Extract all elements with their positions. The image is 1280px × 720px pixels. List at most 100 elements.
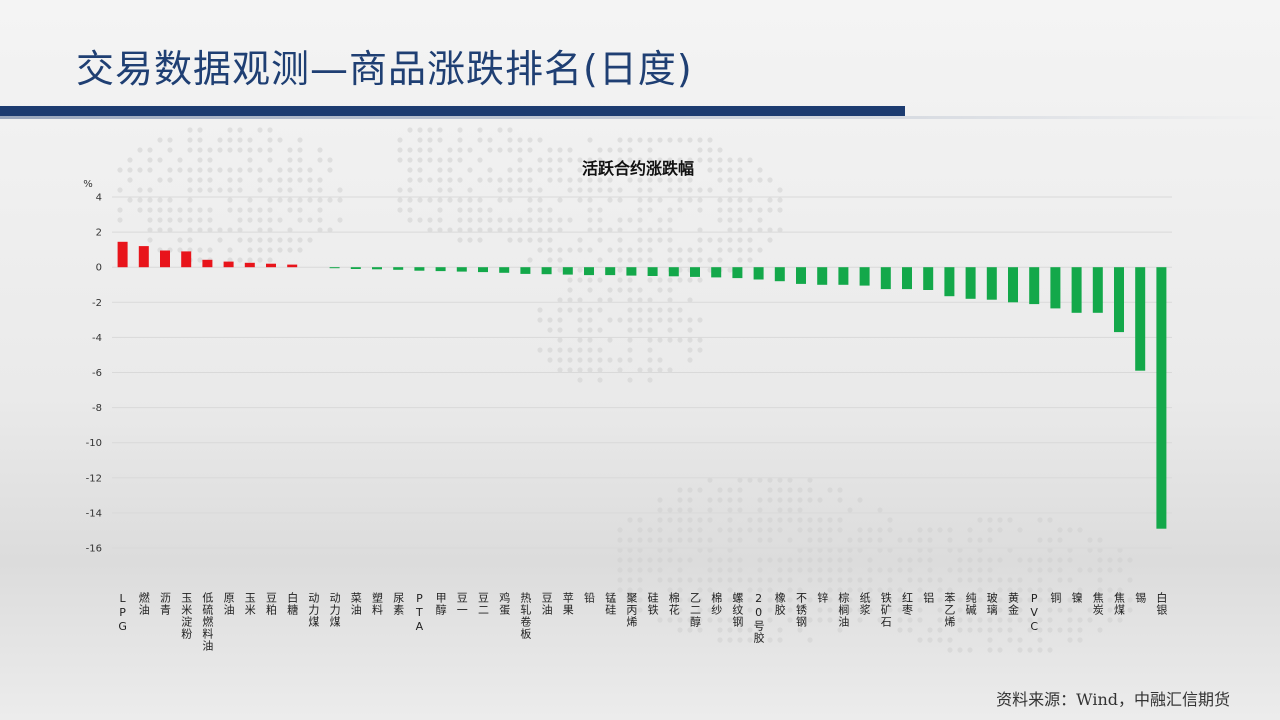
x-category-label: 棉纱: [710, 591, 723, 616]
x-category-label: PVC: [1028, 592, 1041, 634]
bar: [1050, 267, 1061, 309]
y-tick-label: -16: [86, 544, 102, 555]
x-category-label: 动力煤: [328, 592, 341, 628]
bar: [1135, 267, 1146, 371]
bar: [456, 267, 467, 272]
bar: [541, 267, 552, 275]
bar: [817, 267, 828, 285]
x-category-label: 玉米: [243, 592, 256, 616]
bar: [181, 251, 192, 268]
bar: [1008, 267, 1018, 303]
bar: [244, 262, 255, 268]
x-category-label: 热轧卷板: [519, 592, 532, 640]
bar: [965, 267, 976, 299]
x-category-label: 菜油: [349, 592, 362, 616]
title-bar: [0, 106, 905, 116]
bar: [499, 267, 510, 273]
y-tick-label: -12: [86, 473, 102, 484]
bar: [711, 267, 722, 278]
x-category-label: 镍: [1070, 591, 1083, 604]
slide-title: 交易数据观测—商品涨跌排名(日度): [76, 47, 693, 91]
x-category-label: 乙二醇: [689, 592, 702, 628]
x-category-label: 低硫燃料油: [201, 592, 214, 652]
bar: [838, 267, 849, 285]
y-tick-label: -14: [86, 508, 102, 519]
x-category-label: 不锈钢: [795, 592, 808, 628]
bar: [753, 267, 764, 280]
bar: [1156, 267, 1167, 529]
x-category-label: PTA: [413, 592, 426, 634]
y-tick-label: 2: [96, 228, 102, 239]
y-tick-label: -6: [92, 368, 102, 379]
bar: [774, 267, 785, 282]
bar: [944, 267, 955, 297]
bar: [584, 267, 594, 276]
source-note: 资料来源：Wind，中融汇信期货: [996, 690, 1230, 709]
x-category-label: 白糖: [286, 591, 299, 616]
x-category-label: 沥青: [159, 592, 172, 616]
bar: [859, 267, 870, 286]
x-category-label: 红枣: [901, 592, 914, 616]
x-category-label: 纯碱: [964, 592, 977, 616]
x-category-label: 棕榈油: [837, 591, 850, 628]
bar: [393, 267, 404, 270]
bar: [1114, 267, 1124, 333]
x-category-label: 动力煤: [307, 592, 320, 628]
x-category-label: 焦煤: [1113, 592, 1126, 616]
y-tick-label: -4: [92, 333, 102, 344]
x-category-label: 鸡蛋: [498, 591, 511, 616]
bar: [562, 267, 573, 275]
x-category-label: 燃油: [137, 591, 150, 616]
bar: [372, 267, 382, 270]
bar: [647, 267, 658, 276]
x-category-label: 铜: [1049, 591, 1062, 604]
x-category-label: 豆二: [477, 592, 490, 616]
x-category-label: 玻璃: [985, 592, 998, 616]
bar: [626, 267, 637, 276]
bar: [796, 267, 806, 284]
x-category-label: 聚丙烯: [625, 592, 638, 628]
bar: [160, 250, 170, 268]
bar: [287, 264, 298, 268]
x-category-label: 20号胶: [752, 592, 765, 644]
y-tick-label: -10: [86, 438, 102, 449]
bar: [329, 267, 340, 269]
bar: [880, 267, 891, 290]
y-tick-label: -2: [92, 298, 102, 309]
bar: [117, 241, 128, 268]
bar: [478, 267, 488, 273]
bar: [138, 246, 149, 268]
x-category-label: LPG: [116, 592, 129, 634]
bar: [668, 267, 679, 277]
x-category-label: 橡胶: [773, 592, 786, 616]
x-category-label: 豆粕: [265, 592, 278, 616]
x-category-label: 铅: [583, 591, 596, 604]
x-category-label: 豆一: [455, 592, 468, 616]
x-category-label: 焦炭: [1091, 592, 1104, 616]
x-category-label: 铁矿石: [879, 592, 892, 628]
bar: [1071, 267, 1082, 313]
chart-title: 活跃合约涨跌幅: [582, 159, 694, 178]
bar: [690, 267, 700, 277]
x-category-label: 尿素: [392, 592, 405, 616]
bar: [266, 263, 276, 268]
x-category-label: 甲醇: [434, 592, 447, 616]
y-axis-unit: %: [83, 179, 93, 190]
bar: [732, 267, 743, 279]
bar: [223, 261, 234, 268]
x-category-label: 塑料: [371, 591, 384, 616]
bar: [1029, 267, 1040, 305]
x-category-label: 苯乙烯: [943, 591, 956, 628]
x-category-label: 螺纹钢: [731, 592, 744, 628]
x-category-label: 铝: [922, 591, 935, 604]
bar: [414, 267, 425, 271]
bar: [520, 267, 531, 274]
bar: [202, 259, 213, 268]
x-category-label: 锌: [816, 591, 829, 604]
bar: [986, 267, 997, 300]
x-category-label: 纸浆: [858, 592, 871, 616]
x-category-label: 黄金: [1007, 591, 1020, 616]
x-category-label: 锰硅: [604, 591, 617, 616]
x-category-label: 硅铁: [646, 592, 659, 616]
